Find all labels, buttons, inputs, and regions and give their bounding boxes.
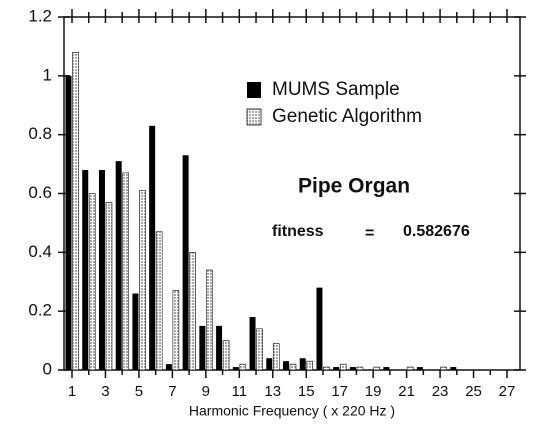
bar <box>323 366 330 371</box>
x-tick-label: 21 <box>398 383 415 400</box>
bar <box>122 172 129 371</box>
bar <box>272 343 280 371</box>
bar <box>239 363 247 371</box>
bar <box>289 363 297 371</box>
legend-swatch <box>247 82 261 98</box>
bar <box>249 317 256 370</box>
x-tick-label: 17 <box>331 383 348 400</box>
bar <box>139 190 146 371</box>
annotation: 0.582676 <box>403 223 470 240</box>
annotation: fitness <box>272 223 324 240</box>
legend-label: Genetic Algorithm <box>272 106 422 127</box>
x-tick-label: 25 <box>465 383 482 400</box>
bar <box>206 269 213 371</box>
x-tick-label: 11 <box>232 383 248 400</box>
bar <box>416 367 423 370</box>
bar <box>333 367 340 370</box>
annotation: = <box>365 225 374 242</box>
bar <box>155 231 163 371</box>
bar <box>339 363 347 371</box>
bar <box>98 169 105 370</box>
bar <box>232 367 239 370</box>
y-tick-label: 0.6 <box>28 183 52 202</box>
bar <box>199 325 206 370</box>
bar <box>306 360 314 371</box>
bar <box>356 366 364 371</box>
bar <box>115 161 122 370</box>
bar <box>256 328 263 371</box>
x-tick-label: 13 <box>264 383 281 400</box>
x-tick-label: 1 <box>68 383 76 400</box>
bar <box>72 51 79 371</box>
bar <box>283 361 289 370</box>
legend-swatch <box>246 108 262 126</box>
x-tick-label: 5 <box>135 383 143 400</box>
x-tick-label: 3 <box>101 383 109 400</box>
bar <box>149 125 156 370</box>
bar <box>349 367 356 370</box>
legend-label: MUMS Sample <box>272 79 400 100</box>
bar <box>172 290 180 371</box>
x-axis-label: Harmonic Frequency ( x 220 Hz ) <box>189 403 395 419</box>
x-tick-label: 27 <box>499 383 516 400</box>
x-tick-label: 19 <box>365 383 382 400</box>
bar <box>406 366 414 371</box>
bar <box>105 202 113 371</box>
x-tick-label: 23 <box>432 383 449 400</box>
x-tick-label: 7 <box>168 383 176 400</box>
bar <box>373 366 380 371</box>
y-tick-label: 0.2 <box>28 301 52 320</box>
y-tick-label: 0.4 <box>28 242 52 261</box>
bar <box>82 169 89 370</box>
bar <box>216 325 223 370</box>
bar <box>182 155 189 370</box>
bar <box>165 364 172 370</box>
bar <box>450 367 457 370</box>
y-tick-label: 1 <box>43 65 52 84</box>
bar <box>65 75 72 370</box>
x-tick-label: 9 <box>202 383 210 400</box>
y-tick-label: 0.8 <box>28 124 52 143</box>
x-tick-label: 15 <box>298 383 315 400</box>
bar <box>132 293 139 370</box>
bar <box>189 252 196 371</box>
bar <box>316 287 323 370</box>
plot-frame <box>63 16 521 371</box>
bar <box>440 366 447 371</box>
bar <box>383 367 390 370</box>
bar <box>222 340 230 371</box>
bar <box>88 193 96 371</box>
bar <box>299 358 306 370</box>
annotation: Pipe Organ <box>298 175 410 198</box>
bar <box>266 358 273 370</box>
y-tick-label: 0 <box>43 359 52 378</box>
y-tick-label: 1.2 <box>28 6 52 25</box>
